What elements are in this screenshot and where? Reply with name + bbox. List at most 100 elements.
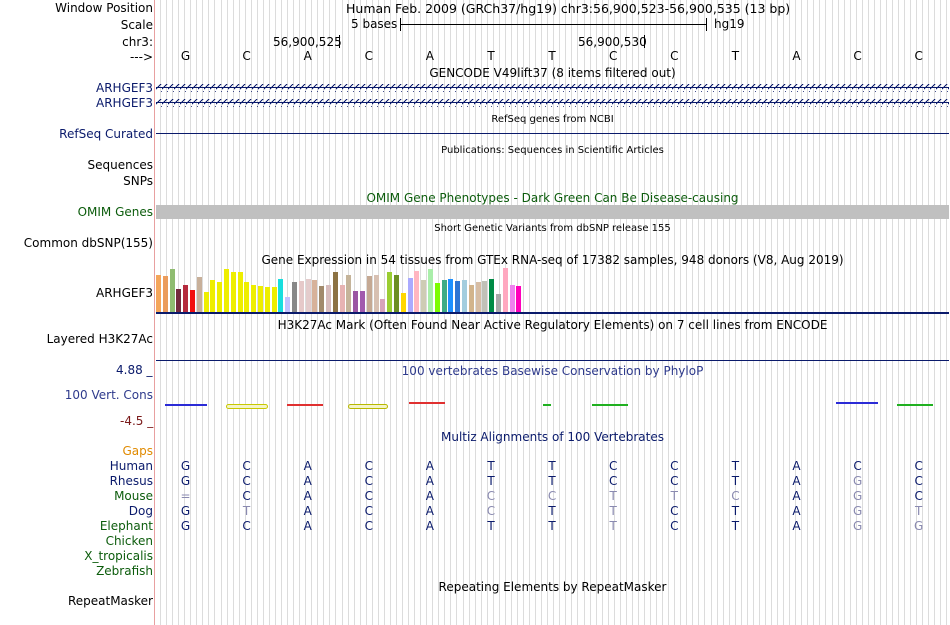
species-label[interactable]: Elephant	[99, 519, 153, 533]
gtex-tissue-bar[interactable]	[176, 289, 182, 312]
gtex-tissue-bar[interactable]	[230, 272, 236, 312]
gtex-tissue-bar[interactable]	[196, 277, 202, 312]
species-label[interactable]: Human	[109, 459, 153, 473]
gtex-tissue-bar[interactable]	[414, 271, 420, 312]
gtex-tissue-bar[interactable]	[156, 275, 161, 312]
reference-base: G	[180, 49, 191, 63]
gtex-tissue-bar[interactable]	[285, 297, 291, 312]
gtex-tissue-bar[interactable]	[502, 268, 508, 312]
alignment-base: T	[731, 474, 740, 488]
gtex-tissue-bar[interactable]	[305, 279, 311, 312]
dbsnp-label[interactable]: Common dbSNP(155)	[23, 236, 153, 250]
gtex-tissue-bar[interactable]	[509, 285, 515, 312]
scale-bar	[400, 24, 706, 25]
gtex-tissue-bar[interactable]	[394, 275, 399, 312]
gtex-tissue-bar[interactable]	[346, 275, 352, 312]
gtex-tissue-bar[interactable]	[271, 287, 277, 312]
species-label[interactable]: X_tropicalis	[84, 549, 153, 563]
gtex-tissue-bar[interactable]	[462, 280, 467, 312]
scale-bar-right-tick	[706, 18, 707, 31]
gtex-tissue-bar[interactable]	[448, 279, 454, 312]
h3k27ac-title[interactable]: H3K27Ac Mark (Often Found Near Active Re…	[277, 318, 828, 332]
gencode-item-2[interactable]: ARHGEF3	[96, 96, 153, 110]
gtex-tissue-bar[interactable]	[237, 272, 243, 312]
gtex-tissue-bar[interactable]	[169, 269, 175, 312]
reference-base: C	[670, 49, 679, 63]
gtex-tissue-bar[interactable]	[326, 285, 331, 312]
omim-feature[interactable]	[156, 205, 949, 219]
position-label-2: 56,900,530	[578, 35, 647, 49]
gtex-tissue-bar[interactable]	[298, 281, 304, 312]
gtex-tissue-bar[interactable]	[251, 285, 257, 312]
gtex-tissue-bar[interactable]	[278, 279, 284, 312]
dbsnp-title[interactable]: Short Genetic Variants from dbSNP releas…	[434, 223, 671, 234]
gtex-tissue-bar[interactable]	[312, 280, 318, 312]
gtex-tissue-bar[interactable]	[360, 291, 365, 312]
gtex-tissue-bar[interactable]	[455, 281, 461, 312]
gtex-tissue-bar[interactable]	[496, 294, 501, 312]
gtex-title[interactable]: Gene Expression in 54 tissues from GTEx …	[261, 253, 844, 267]
sequences-label[interactable]: Sequences	[87, 158, 153, 172]
gtex-tissue-bar[interactable]	[468, 285, 474, 312]
refseq-feature[interactable]	[156, 133, 949, 134]
gtex-tissue-bar[interactable]	[380, 299, 386, 312]
alignment-base: T	[548, 519, 556, 533]
gtex-tissue-bar[interactable]	[400, 293, 406, 312]
species-label[interactable]: Rhesus	[109, 474, 153, 488]
gtex-label[interactable]: ARHGEF3	[96, 286, 153, 300]
gtex-expression-bars[interactable]	[156, 268, 556, 312]
gtex-tissue-bar[interactable]	[434, 283, 440, 312]
gtex-tissue-bar[interactable]	[407, 278, 413, 312]
gtex-tissue-bar[interactable]	[489, 279, 495, 312]
gtex-tissue-bar[interactable]	[210, 280, 216, 312]
species-label[interactable]: Chicken	[105, 534, 153, 548]
gtex-tissue-bar[interactable]	[190, 290, 195, 312]
species-label[interactable]: Dog	[128, 504, 153, 518]
gtex-tissue-bar[interactable]	[482, 281, 488, 312]
gtex-tissue-bar[interactable]	[339, 285, 345, 312]
gtex-tissue-bar[interactable]	[224, 269, 229, 312]
gtex-tissue-bar[interactable]	[264, 287, 270, 312]
gtex-tissue-bar[interactable]	[373, 275, 379, 312]
snps-label[interactable]: SNPs	[123, 174, 153, 188]
gaps-label[interactable]: Gaps	[122, 444, 153, 458]
species-label[interactable]: Zebrafish	[96, 564, 153, 578]
repeatmasker-label[interactable]: RepeatMasker	[67, 594, 153, 608]
h3k27ac-label[interactable]: Layered H3K27Ac	[46, 332, 153, 346]
omim-label[interactable]: OMIM Genes	[77, 205, 153, 219]
gtex-tissue-bar[interactable]	[366, 276, 372, 312]
gtex-tissue-bar[interactable]	[217, 282, 223, 312]
multiz-title[interactable]: Multiz Alignments of 100 Vertebrates	[440, 430, 665, 444]
alignment-base: C	[608, 474, 618, 488]
gencode-feature-2[interactable]	[156, 99, 949, 107]
gtex-tissue-bar[interactable]	[162, 276, 168, 312]
gtex-tissue-bar[interactable]	[319, 286, 325, 312]
gencode-item-1[interactable]: ARHGEF3	[96, 81, 153, 95]
conservation-label[interactable]: 100 Vert. Cons	[64, 388, 153, 402]
gtex-tissue-bar[interactable]	[516, 286, 522, 312]
gtex-tissue-bar[interactable]	[475, 282, 481, 312]
gtex-tissue-bar[interactable]	[387, 272, 393, 312]
gtex-tissue-bar[interactable]	[332, 272, 338, 312]
gtex-tissue-bar[interactable]	[203, 292, 209, 312]
conservation-title[interactable]: 100 vertebrates Basewise Conservation by…	[401, 364, 704, 378]
gtex-tissue-bar[interactable]	[353, 291, 359, 312]
gencode-feature-1[interactable]	[156, 84, 949, 92]
gencode-title[interactable]: GENCODE V49lift37 (8 items filtered out)	[429, 66, 676, 80]
gtex-tissue-bar[interactable]	[244, 282, 250, 312]
species-label[interactable]: Mouse	[114, 489, 153, 503]
gtex-tissue-bar[interactable]	[441, 280, 447, 312]
gtex-tissue-bar[interactable]	[292, 282, 297, 312]
gtex-tissue-bar[interactable]	[421, 280, 427, 312]
repeatmasker-title[interactable]: Repeating Elements by RepeatMasker	[438, 580, 667, 594]
omim-title[interactable]: OMIM Gene Phenotypes - Dark Green Can Be…	[366, 191, 739, 205]
gtex-tissue-bar[interactable]	[258, 286, 263, 312]
window-position-text: Human Feb. 2009 (GRCh37/hg19) chr3:56,90…	[346, 1, 791, 16]
alignment-base: A	[425, 504, 434, 518]
publications-title[interactable]: Publications: Sequences in Scientific Ar…	[441, 145, 664, 156]
refseq-label[interactable]: RefSeq Curated	[59, 127, 153, 141]
refseq-title[interactable]: RefSeq genes from NCBI	[491, 114, 614, 125]
gtex-tissue-bar[interactable]	[183, 285, 189, 312]
reference-base: A	[303, 49, 312, 63]
gtex-tissue-bar[interactable]	[428, 269, 433, 312]
